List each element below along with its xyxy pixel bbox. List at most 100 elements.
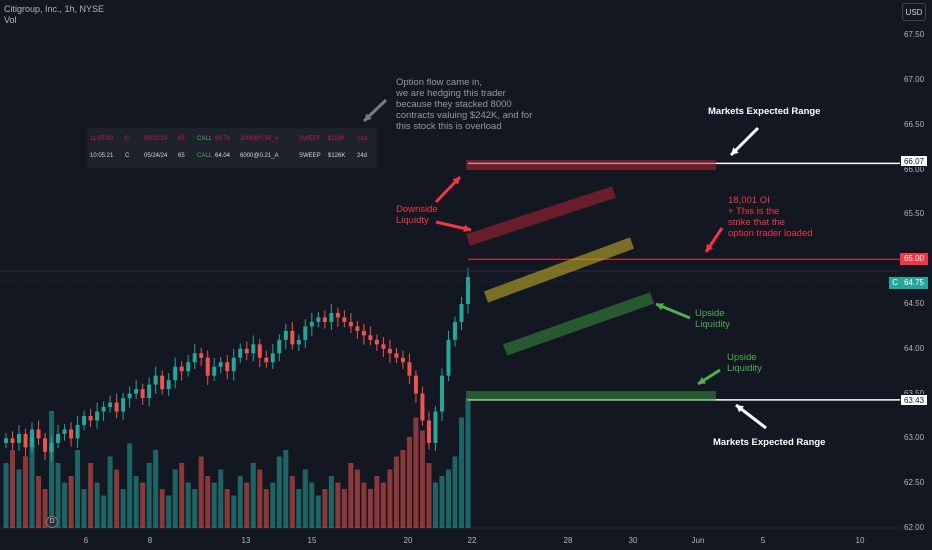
time-cell: 10:05:21: [90, 153, 114, 159]
volume-bar: [185, 482, 191, 528]
volume-bar: [10, 450, 16, 528]
candle-body: [225, 362, 230, 372]
volume-bar: [224, 489, 230, 528]
candle-body: [433, 411, 438, 443]
volume-bar: [289, 476, 295, 528]
volume-bar: [393, 456, 399, 528]
candle-body: [192, 353, 197, 363]
x-tick-label: 30: [628, 536, 638, 545]
volume-bar: [419, 430, 425, 528]
volume-bar: [120, 489, 126, 528]
candle-body: [452, 321, 457, 340]
x-tick-label: 10: [855, 536, 865, 545]
candle-body: [374, 339, 379, 345]
option-flow-table: 11:55:00 C 05/31/24 65 CALL 64.74 2000@0…: [87, 128, 377, 168]
candle-body: [387, 348, 392, 354]
volume-bar: [452, 456, 458, 528]
volume-bar: [42, 489, 48, 528]
y-tick-label: 65.50: [904, 209, 925, 219]
candle-body: [238, 348, 243, 358]
size-cell: 2000@0.59_A: [240, 136, 279, 142]
expected-range-top-label: Markets Expected Range: [708, 106, 821, 117]
volume-bar: [244, 482, 250, 528]
candle-body: [88, 416, 93, 421]
candle-body: [400, 357, 405, 363]
candle-body: [342, 317, 347, 322]
tradingview-logo-icon[interactable]: D: [46, 516, 58, 528]
candle-body: [368, 335, 373, 340]
y-tick-label: 67.50: [904, 30, 925, 40]
candle-body: [160, 375, 165, 390]
candle-body: [348, 321, 353, 327]
volume-bar: [172, 469, 178, 528]
ticker-cell: C: [125, 136, 130, 142]
candle-body: [335, 312, 340, 318]
spot-cell: 64.04: [215, 153, 231, 159]
volume-bar: [49, 411, 55, 528]
volume-label[interactable]: Vol: [4, 15, 17, 25]
candle-body: [153, 375, 158, 385]
volume-bar: [94, 482, 100, 528]
candle-body: [23, 433, 28, 448]
volume-bar: [257, 469, 263, 528]
upside-arrow-2-head: [698, 376, 706, 384]
volume-bar: [205, 476, 211, 528]
volume-bar: [458, 417, 464, 528]
volume-bar: [426, 463, 432, 528]
volume-bar: [29, 437, 35, 528]
candle-body: [355, 326, 360, 331]
candle-body: [30, 429, 35, 448]
candle-body: [49, 442, 54, 452]
volume-bar: [341, 489, 347, 528]
candle-body: [108, 402, 113, 408]
symbol-title[interactable]: Citigroup, Inc., 1h, NYSE: [4, 4, 105, 14]
candle-body: [290, 330, 295, 345]
candle-body: [270, 353, 275, 363]
expiry-cell: 05/31/24: [144, 136, 168, 142]
volume-bar: [55, 463, 61, 528]
currency-button[interactable]: USD: [902, 3, 926, 21]
table-row: 10:05:21 C 05/24/24 65 CALL 64.04 6000@0…: [87, 149, 377, 163]
volume-bar: [400, 450, 406, 528]
candle-body: [407, 362, 412, 376]
downside-arrow-2-head: [463, 224, 471, 233]
candle-body: [218, 362, 223, 367]
volume-bar: [153, 450, 159, 528]
volume-bar: [231, 495, 237, 528]
volume-bar: [270, 482, 276, 528]
volume-bar: [309, 482, 315, 528]
upside-liquidity-label-1: Upside Liquidity: [695, 308, 730, 330]
volume-bar: [348, 463, 354, 528]
candle-body: [95, 411, 100, 421]
candle-body: [62, 429, 67, 434]
oi-arrow-head: [706, 244, 714, 252]
kind-cell: SWEEP: [299, 136, 321, 142]
downside-zone-rect: [466, 160, 716, 170]
candle-body: [277, 339, 282, 354]
table-row: 11:55:00 C 05/31/24 65 CALL 64.74 2000@0…: [87, 132, 377, 146]
candle-body: [17, 433, 22, 443]
candle-body: [205, 357, 210, 376]
volume-bar: [88, 463, 94, 528]
upside-channel-bar: [502, 292, 655, 356]
volume-bar: [367, 489, 373, 528]
volume-bar: [133, 476, 139, 528]
volume-bar: [81, 489, 87, 528]
candle-body: [140, 389, 145, 399]
y-tick-label: 64.50: [904, 299, 925, 308]
candle-body: [439, 375, 444, 412]
volume-bar: [354, 469, 360, 528]
symbol-tag: C: [889, 277, 901, 289]
volume-bar: [211, 482, 217, 528]
candle-body: [251, 344, 256, 354]
volume-bar: [179, 463, 185, 528]
candle-body: [166, 380, 171, 390]
candle-body: [394, 353, 399, 358]
volume-bar: [302, 469, 308, 528]
candle-body: [173, 366, 178, 381]
premium-cell: $126K: [328, 153, 346, 159]
volume-bar: [432, 482, 438, 528]
candle-body: [75, 424, 80, 439]
volume-bar: [445, 469, 451, 528]
